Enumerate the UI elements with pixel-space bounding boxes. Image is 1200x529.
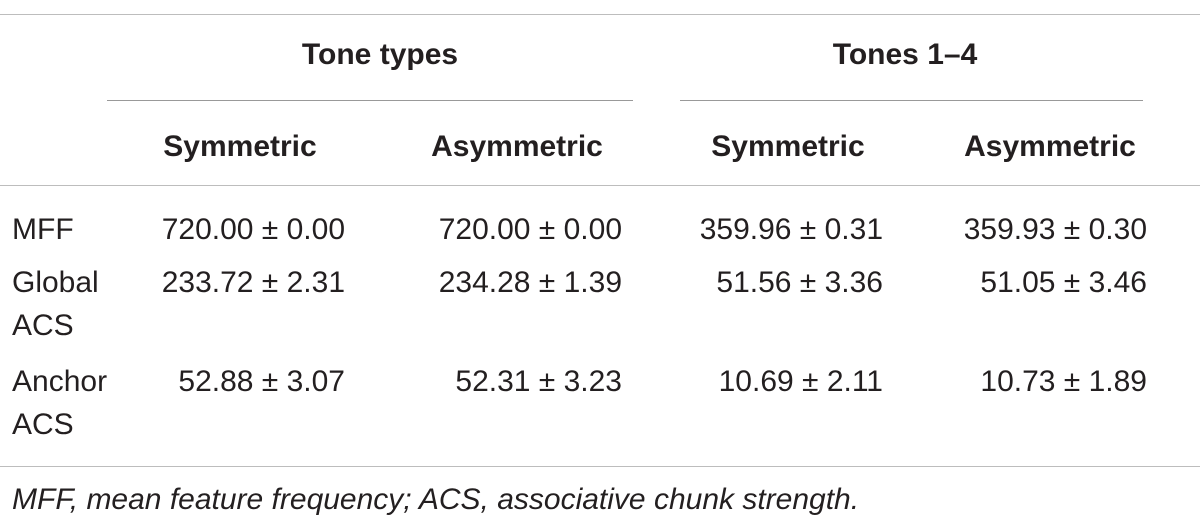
group-rule (107, 100, 633, 101)
cell: 359.96 ± 0.31 (699, 213, 883, 246)
header-rule (0, 185, 1200, 186)
cell: 10.73 ± 1.89 (980, 365, 1147, 398)
footnote: MFF, mean feature frequency; ACS, associ… (12, 483, 860, 516)
cell: 51.56 ± 3.36 (716, 266, 883, 299)
sub-header: Symmetric (163, 130, 317, 163)
row-label: Anchor ACS (12, 365, 108, 441)
group-header: Tones 1–4 (832, 38, 978, 71)
row-label: MFF (12, 213, 74, 246)
bottom-rule (0, 466, 1200, 467)
cell: 720.00 ± 0.00 (438, 213, 622, 246)
sub-header: Asymmetric (964, 130, 1136, 163)
top-rule (0, 14, 1200, 15)
cell: 52.88 ± 3.07 (178, 365, 345, 398)
row-label: Global ACS (12, 266, 99, 342)
cell: 234.28 ± 1.39 (438, 266, 622, 299)
group-rule (680, 100, 1143, 101)
sub-header: Asymmetric (431, 130, 603, 163)
cell: 52.31 ± 3.23 (455, 365, 622, 398)
cell: 359.93 ± 0.30 (963, 213, 1147, 246)
cell: 10.69 ± 2.11 (718, 365, 883, 398)
cell: 720.00 ± 0.00 (161, 213, 345, 246)
cell: 51.05 ± 3.46 (980, 266, 1147, 299)
group-header: Tone types (301, 38, 459, 71)
sub-header: Symmetric (711, 130, 865, 163)
cell: 233.72 ± 2.31 (161, 266, 345, 299)
